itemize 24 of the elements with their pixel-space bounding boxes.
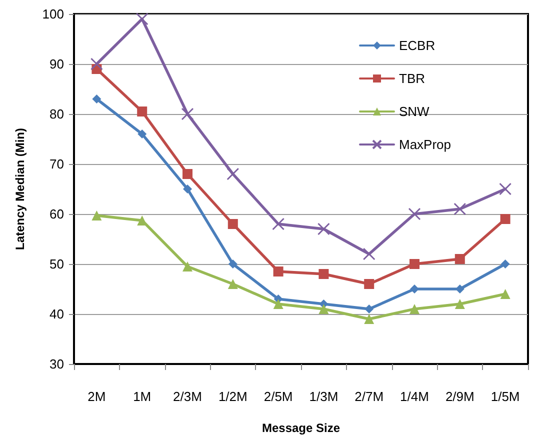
y-tick-label: 40 <box>50 306 64 322</box>
x-tick-label: 2/9M <box>445 389 474 404</box>
y-tick-label: 30 <box>50 356 64 372</box>
y-tick-label: 100 <box>42 6 64 22</box>
x-tick-label: 2/7M <box>354 389 384 404</box>
x-tick-label: 1M <box>133 389 152 404</box>
y-tick-label: 70 <box>50 156 64 172</box>
x-tick-label: 2M <box>88 389 106 404</box>
y-axis-title: Latency Median (Min) <box>13 128 27 250</box>
y-tick-label: 80 <box>50 106 64 122</box>
x-tick-label: 1/4M <box>400 389 429 404</box>
x-tick-label: 1/5M <box>490 389 520 404</box>
y-tick-label: 50 <box>50 256 64 272</box>
x-tick-label: 1/3M <box>309 389 338 404</box>
legend-label: ECBR <box>399 38 436 53</box>
x-axis-title: Message Size <box>262 421 340 435</box>
legend-label: TBR <box>399 71 425 86</box>
x-tick-label: 2/3M <box>173 389 202 404</box>
legend-label: SNW <box>399 104 430 119</box>
y-tick-label: 90 <box>50 56 64 72</box>
y-tick-label: 60 <box>50 206 64 222</box>
legend-label: MaxProp <box>399 137 452 152</box>
x-tick-label: 2/5M <box>264 389 293 404</box>
x-tick-label: 1/2M <box>218 389 248 404</box>
